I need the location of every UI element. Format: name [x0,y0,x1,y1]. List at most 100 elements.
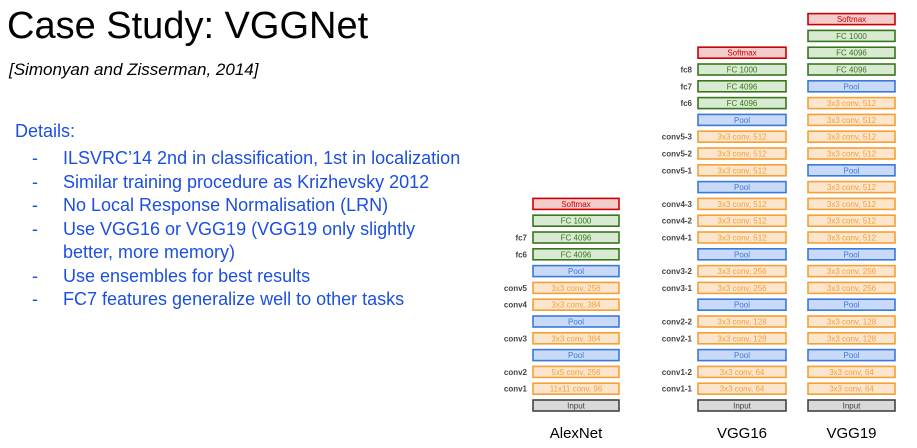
layer-box [532,298,620,312]
layer-box [807,12,896,26]
layer-box [532,315,620,328]
layer-label: 3x3 conv, 256 [551,284,601,293]
layer-label: Pool [734,183,750,192]
layer-conv: 3x3 conv, 128 [807,315,896,328]
layer-side-label: conv5-1 [662,166,693,175]
layer-pool: Pool [532,348,620,362]
layer-side-label: conv3-2 [662,267,693,276]
layer-box [532,281,620,295]
layer-conv: 3x3 conv, 512 [807,197,896,211]
layer-box [532,231,620,244]
bullet-dash: - [32,265,38,286]
layer-box [532,348,620,362]
network-vgg19: Softmax FC 1000 FC 4096 FC 4096 Pool 3x3 conv… [807,12,896,442]
layer-side-label: conv5-3 [662,133,693,142]
layer-pool: Pool [807,80,896,93]
layer-label: Pool [734,116,750,125]
layer-label: 11x11 conv, 96 [550,385,603,394]
layer-box [532,214,620,227]
layer-side-label: conv1-2 [662,368,693,377]
layer-box [532,365,620,379]
layer-box [697,180,787,194]
layer-label: FC 4096 [836,49,867,58]
layer-fc: FC 4096 fc6 [680,96,787,110]
layer-side-label: fc6 [680,99,692,108]
bullet-text: Similar training procedure as Krizhevsky… [63,171,430,192]
layer-label: 3x3 conv, 64 [720,385,765,394]
layer-label: 3x3 conv, 64 [829,385,874,394]
layer-box [532,197,620,211]
layer-box [697,96,787,110]
layer-conv: 3x3 conv, 512 conv4-2 [662,214,787,227]
layer-label: Softmax [727,49,756,58]
layer-label: Pool [568,318,584,327]
bullet-dash: - [32,148,38,168]
layer-box [807,29,896,43]
layer-box [807,63,896,76]
layer-side-label: conv2-2 [662,318,693,327]
layer-conv: 3x3 conv, 512 conv5-2 [662,147,787,160]
layer-box [807,382,896,396]
layer-pool: Pool [807,348,896,362]
layer-box [697,164,787,177]
layer-box [807,197,896,211]
layer-box [697,382,787,396]
layer-label: Pool [568,267,584,276]
layer-box [532,264,620,278]
layer-label: 3x3 conv, 256 [827,284,877,293]
layer-box [697,298,787,312]
layer-conv: 3x3 conv, 512 [807,231,896,244]
layer-label: Input [567,402,586,411]
layer-input: Input [697,399,787,412]
layer-box [697,130,787,143]
layer-label: Input [843,402,862,411]
layer-side-label: fc7 [680,82,692,91]
layer-label: 3x3 conv, 512 [827,234,877,243]
layer-label: Pool [843,301,859,310]
layer-side-label: conv1 [504,385,528,394]
layer-label: 3x3 conv, 256 [827,267,877,276]
layer-side-label: conv4-1 [662,234,693,243]
layer-conv: 3x3 conv, 512 conv4-1 [662,231,787,244]
layer-pool: Pool [532,315,620,328]
layer-box [532,382,620,396]
layer-side-label: conv5-2 [662,150,693,159]
layer-label: 3x3 conv, 512 [717,200,767,209]
layer-conv: 3x3 conv, 512 conv4-3 [662,197,787,211]
layer-box [807,214,896,227]
layer-label: FC 1000 [836,32,867,41]
layer-label: 3x3 conv, 256 [717,267,767,276]
layer-box [532,399,620,412]
details-list: - ILSVRC’14 2nd in classification, 1st in… [30,147,470,312]
layer-box [807,248,896,261]
layer-label: 3x3 conv, 384 [551,301,601,310]
slide-title: Case Study: VGGNet [7,5,369,47]
layer-box [697,80,787,93]
layer-box [697,365,787,379]
layer-conv: 3x3 conv, 256 [807,281,896,295]
layer-label: FC 4096 [561,250,592,259]
layer-pool: Pool [697,248,787,261]
bullet-dash: - [32,171,38,192]
layer-box [697,63,787,76]
layer-label: 3x3 conv, 512 [717,166,767,175]
layer-label: 5x5 conv, 256 [551,368,601,377]
layer-side-label: conv3 [504,334,528,343]
layer-box [532,331,620,345]
layer-conv: 3x3 conv, 256 conv3-2 [662,264,787,278]
list-item: - ILSVRC’14 2nd in classification, 1st in… [30,147,470,171]
layer-box [697,147,787,160]
layer-label: 3x3 conv, 128 [717,318,767,327]
layer-box [807,113,896,127]
layer-side-label: conv2 [504,368,528,377]
layer-conv: 11x11 conv, 96 conv1 [504,382,620,396]
bullet-text: ILSVRC’14 2nd in classification, 1st in … [63,148,461,168]
layer-label: FC 4096 [561,234,592,243]
layer-fc: FC 4096 [807,46,896,60]
layer-label: Softmax [837,15,866,24]
layer-box [807,46,896,60]
list-item: - Use ensembles for best results [30,265,470,289]
layer-label: 3x3 conv, 512 [717,133,767,142]
layer-box [697,248,787,261]
